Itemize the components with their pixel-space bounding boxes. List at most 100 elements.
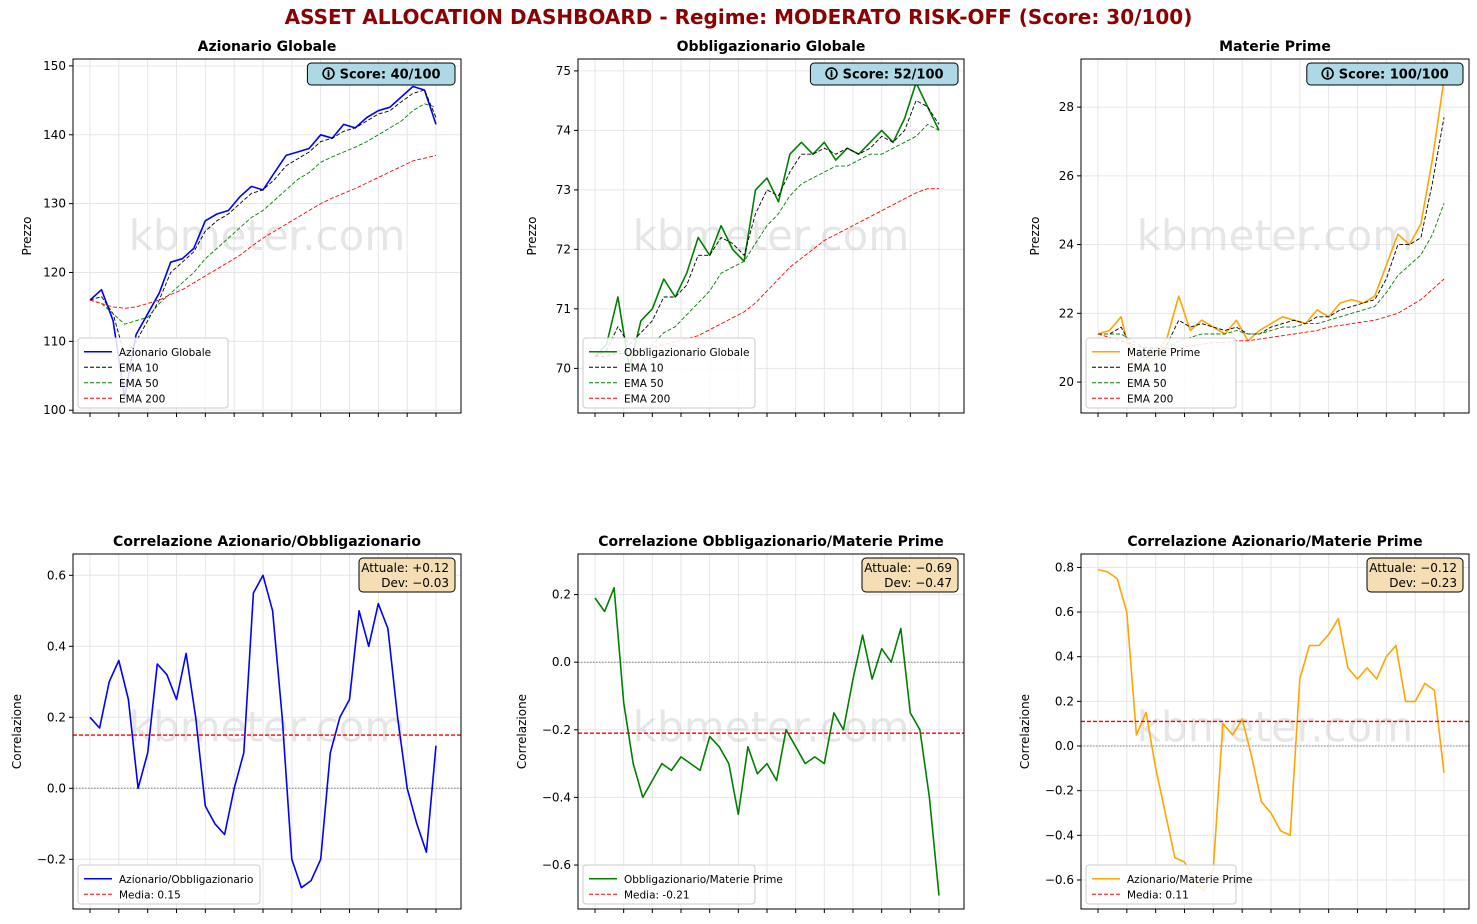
- y-tick-label: 20: [1059, 375, 1074, 389]
- watermark: kbmeter.com: [1137, 211, 1414, 260]
- legend: Obbligazionario Globale EMA 10 EMA 50 EMA 2…: [582, 337, 756, 409]
- y-axis-label: Prezzo: [20, 216, 34, 255]
- stats-line: Dev: −0.47: [884, 576, 952, 590]
- legend-label: Media: 0.11: [1127, 889, 1189, 901]
- legend-label: EMA 200: [624, 393, 670, 405]
- legend-box: [1085, 337, 1237, 409]
- legend-box: [1085, 864, 1237, 905]
- score-badge: [306, 62, 456, 86]
- series-line: [89, 89, 437, 356]
- legend-label: Media: -0.21: [624, 889, 690, 901]
- legend-label: Media: 0.15: [119, 889, 181, 901]
- y-tick-label: −0.2: [1045, 784, 1074, 798]
- y-tick-label: 74: [556, 123, 571, 137]
- legend-label: EMA 10: [624, 362, 664, 374]
- legend-label: EMA 200: [1127, 393, 1173, 405]
- y-tick-label: −0.4: [1045, 828, 1074, 842]
- legend-label: EMA 200: [119, 393, 165, 405]
- y-tick-label: 26: [1059, 169, 1074, 183]
- y-tick-label: 110: [43, 334, 66, 348]
- stats-box: [861, 557, 959, 593]
- stats-line: Attuale: −0.69: [864, 561, 952, 575]
- legend-label: EMA 10: [1127, 362, 1167, 374]
- y-tick-label: 0.4: [1055, 650, 1074, 664]
- legend-label: Azionario/Obbligazionario: [119, 874, 253, 886]
- y-axis-label: Prezzo: [525, 216, 539, 255]
- watermark: kbmeter.com: [1137, 703, 1414, 752]
- legend-label: EMA 50: [1127, 378, 1167, 390]
- legend-label: EMA 50: [119, 378, 159, 390]
- legend-label: EMA 50: [624, 378, 664, 390]
- legend-label: EMA 10: [119, 362, 159, 374]
- y-tick-label: 0.0: [47, 781, 66, 795]
- chart-title: Correlazione Obbligazionario/Materie Pri…: [598, 534, 943, 550]
- legend-label: Azionario/Materie Prime: [1127, 874, 1253, 886]
- plot-frame: [577, 58, 965, 414]
- y-tick-label: 0.2: [47, 710, 66, 724]
- y-tick-label: 0.6: [1055, 605, 1074, 619]
- legend: Obbligazionario/Materie Prime Media: -0.2…: [582, 864, 783, 905]
- series-line: [1098, 117, 1445, 359]
- y-tick-label: 75: [556, 64, 571, 78]
- stats-line: Dev: −0.03: [381, 576, 449, 590]
- chart-title: Materie Prime: [1219, 39, 1331, 55]
- y-tick-label: 24: [1059, 238, 1074, 252]
- y-tick-label: 140: [43, 128, 66, 142]
- chart-panel-3: Materie Prime 20 22 24 26 28 Prezzo kbmeter.com…: [1028, 39, 1470, 417]
- series-line: [594, 586, 940, 896]
- plot-frame: [1080, 553, 1470, 910]
- legend: Azionario/Obbligazionario Media: 0.15: [77, 864, 261, 905]
- y-tick-label: 0.0: [1055, 739, 1074, 753]
- score-badge: [809, 62, 959, 86]
- y-tick-label: 130: [43, 197, 66, 211]
- chart-title: Correlazione Azionario/Materie Prime: [1127, 534, 1422, 550]
- y-axis-label: Prezzo: [1028, 216, 1042, 255]
- score-badge-text: 🛈 Score: 52/100: [825, 67, 944, 83]
- legend-label: Obbligazionario/Materie Prime: [624, 874, 783, 886]
- chart-title: Obbligazionario Globale: [677, 39, 866, 55]
- plot-frame: [72, 553, 462, 910]
- legend-box: [582, 864, 756, 905]
- y-tick-label: 71: [556, 302, 571, 316]
- score-badge: [1306, 62, 1464, 86]
- series-line: [594, 100, 940, 357]
- chart-panel-1: Azionario Globale 100 110 120 130 140 150 Prezz…: [20, 39, 462, 417]
- chart-panel-2: Obbligazionario Globale 70 71 72 73 74 75 Prezz…: [525, 39, 965, 417]
- y-tick-label: 72: [556, 242, 571, 256]
- legend-box: [77, 864, 261, 905]
- y-tick-label: −0.2: [542, 723, 571, 737]
- y-tick-label: −0.6: [542, 858, 571, 872]
- chart-title: Correlazione Azionario/Obbligazionario: [113, 534, 421, 550]
- y-tick-label: 120: [43, 266, 66, 280]
- series-line: [595, 188, 939, 357]
- y-tick-label: 0.2: [552, 588, 571, 602]
- y-tick-label: 0.0: [552, 655, 571, 669]
- dashboard-title: ASSET ALLOCATION DASHBOARD - Regime: MOD…: [284, 5, 1193, 29]
- plot-frame: [577, 553, 965, 910]
- legend-box: [582, 337, 756, 409]
- series-line: [1097, 568, 1445, 892]
- y-tick-label: 100: [43, 403, 66, 417]
- series-line: [89, 154, 437, 309]
- legend: Azionario Globale EMA 10 EMA 50 EMA 200: [77, 337, 229, 409]
- watermark: kbmeter.com: [633, 211, 910, 260]
- y-tick-label: −0.2: [37, 852, 66, 866]
- y-tick-label: 0.8: [1055, 560, 1074, 574]
- series-line: [89, 103, 437, 325]
- watermark: kbmeter.com: [633, 703, 910, 752]
- series-line: [594, 82, 940, 370]
- y-tick-label: 0.4: [47, 639, 66, 653]
- stats-line: Attuale: +0.12: [361, 561, 449, 575]
- series-line: [89, 574, 437, 889]
- y-tick-label: 0.2: [1055, 694, 1074, 708]
- y-tick-label: 0.6: [47, 568, 66, 582]
- legend-box: [77, 337, 229, 409]
- watermark: kbmeter.com: [129, 211, 406, 260]
- y-tick-label: 70: [556, 361, 571, 375]
- chart-title: Azionario Globale: [198, 39, 337, 55]
- score-badge-text: 🛈 Score: 100/100: [1321, 67, 1449, 83]
- score-badge-text: 🛈 Score: 40/100: [322, 67, 441, 83]
- stats-line: Attuale: −0.12: [1369, 561, 1457, 575]
- chart-panel-4: Correlazione Azionario/Obbligazionario −0…: [10, 534, 462, 913]
